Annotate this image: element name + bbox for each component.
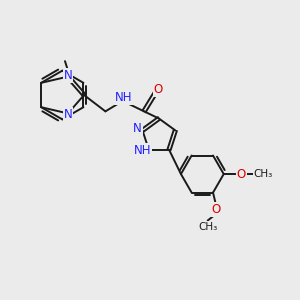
Text: N: N — [64, 108, 72, 122]
Text: NH: NH — [134, 144, 151, 157]
Text: CH₃: CH₃ — [198, 222, 217, 232]
Text: CH₃: CH₃ — [253, 169, 273, 179]
Text: N: N — [133, 122, 142, 135]
Text: O: O — [212, 203, 220, 216]
Text: O: O — [237, 168, 246, 181]
Text: NH: NH — [115, 91, 133, 104]
Text: N: N — [64, 69, 72, 82]
Text: O: O — [154, 83, 163, 96]
